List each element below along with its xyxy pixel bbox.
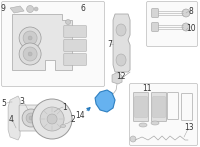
Ellipse shape bbox=[139, 123, 147, 127]
Text: 8: 8 bbox=[189, 6, 193, 15]
FancyBboxPatch shape bbox=[64, 54, 86, 65]
Ellipse shape bbox=[116, 54, 126, 66]
FancyBboxPatch shape bbox=[152, 9, 158, 17]
FancyBboxPatch shape bbox=[64, 26, 86, 37]
FancyBboxPatch shape bbox=[130, 83, 198, 146]
FancyBboxPatch shape bbox=[135, 97, 147, 117]
Circle shape bbox=[28, 52, 32, 56]
Circle shape bbox=[32, 99, 72, 139]
Text: 7: 7 bbox=[108, 40, 112, 49]
Text: 5: 5 bbox=[2, 98, 7, 107]
Circle shape bbox=[22, 109, 40, 127]
Circle shape bbox=[19, 27, 41, 49]
FancyBboxPatch shape bbox=[19, 105, 43, 131]
Text: 10: 10 bbox=[186, 24, 196, 32]
Circle shape bbox=[23, 31, 37, 45]
Text: 4: 4 bbox=[9, 116, 14, 125]
Circle shape bbox=[27, 5, 34, 12]
Circle shape bbox=[19, 43, 41, 65]
FancyBboxPatch shape bbox=[152, 23, 158, 31]
Polygon shape bbox=[95, 90, 115, 112]
FancyBboxPatch shape bbox=[134, 92, 149, 122]
Circle shape bbox=[182, 23, 190, 31]
Text: 6: 6 bbox=[81, 4, 86, 12]
Circle shape bbox=[29, 116, 33, 120]
Text: 11: 11 bbox=[142, 83, 152, 92]
Circle shape bbox=[47, 114, 57, 124]
Text: 12: 12 bbox=[116, 71, 126, 81]
Circle shape bbox=[40, 107, 64, 131]
Ellipse shape bbox=[151, 121, 159, 125]
Ellipse shape bbox=[61, 125, 66, 127]
Ellipse shape bbox=[116, 24, 126, 36]
Circle shape bbox=[66, 20, 71, 25]
Text: 13: 13 bbox=[184, 123, 194, 132]
FancyBboxPatch shape bbox=[2, 1, 105, 86]
Circle shape bbox=[23, 47, 37, 61]
Circle shape bbox=[182, 9, 190, 17]
Text: 2: 2 bbox=[71, 116, 75, 125]
Polygon shape bbox=[113, 14, 130, 72]
Text: 3: 3 bbox=[20, 97, 25, 106]
Polygon shape bbox=[8, 96, 20, 140]
Text: 9: 9 bbox=[1, 4, 6, 12]
Circle shape bbox=[34, 7, 38, 11]
FancyArrowPatch shape bbox=[87, 108, 90, 111]
Text: 1: 1 bbox=[63, 102, 67, 112]
FancyBboxPatch shape bbox=[147, 1, 198, 46]
Text: 14: 14 bbox=[75, 111, 85, 120]
Circle shape bbox=[28, 36, 32, 40]
FancyBboxPatch shape bbox=[153, 97, 165, 117]
Polygon shape bbox=[112, 72, 122, 84]
Circle shape bbox=[26, 113, 36, 123]
FancyBboxPatch shape bbox=[64, 40, 86, 51]
FancyBboxPatch shape bbox=[152, 92, 167, 122]
Circle shape bbox=[130, 136, 136, 142]
Polygon shape bbox=[12, 14, 72, 70]
Polygon shape bbox=[10, 6, 24, 13]
